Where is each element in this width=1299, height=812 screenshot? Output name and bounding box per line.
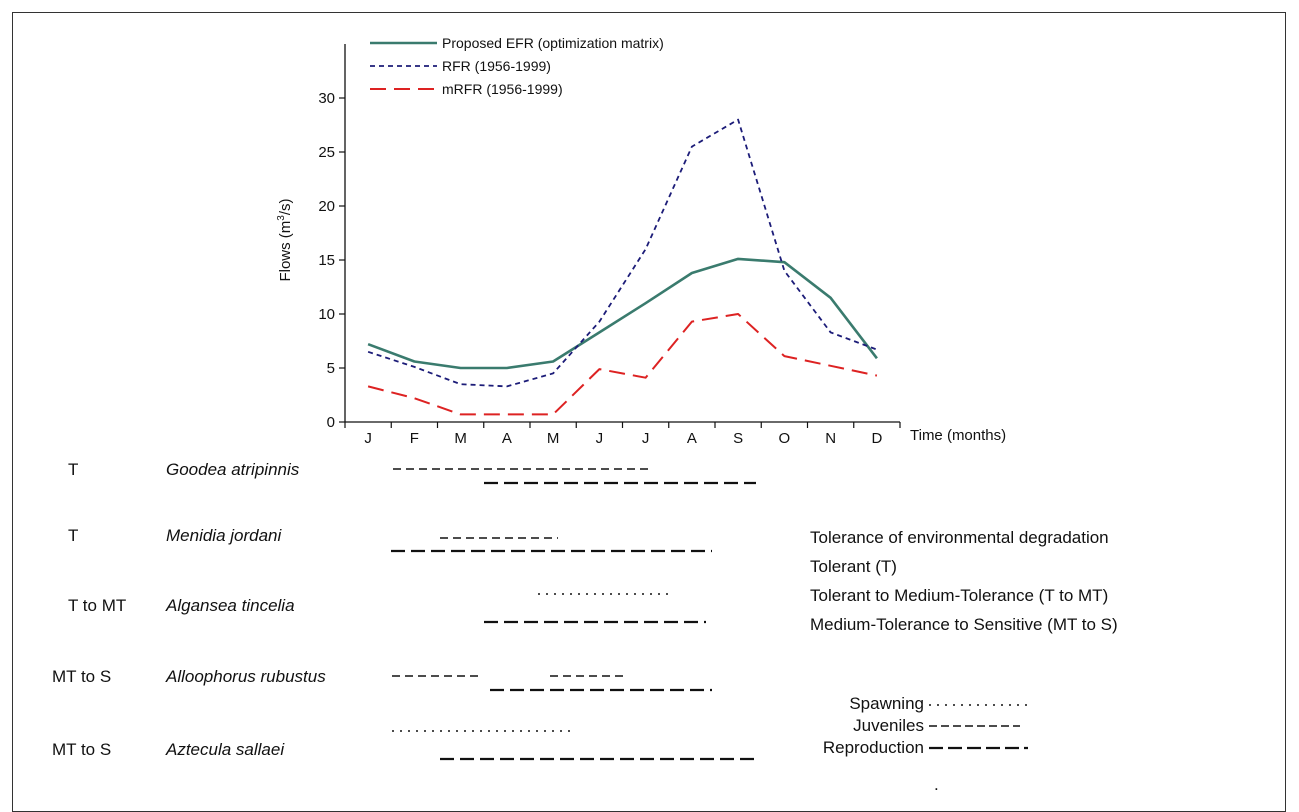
- tolerance-key: Tolerance of environmental degradation T…: [810, 528, 1118, 634]
- legend-label: RFR (1956-1999): [442, 58, 551, 74]
- series-line: [367, 257, 878, 370]
- x-tick-label: D: [871, 430, 882, 447]
- x-tick-label: J: [364, 430, 372, 447]
- y-axis-label: Flows (m3/s): [276, 198, 294, 281]
- tolerance-key-item: Tolerant to Medium-Tolerance (T to MT): [810, 586, 1108, 605]
- row-species: Algansea tincelia: [165, 596, 295, 615]
- row-tolerance: MT to S: [52, 740, 111, 759]
- row-species: Menidia jordani: [166, 526, 283, 545]
- stage-key-juveniles: Juveniles: [853, 716, 924, 735]
- x-tick-label: S: [733, 430, 743, 447]
- x-tick-label: F: [410, 430, 419, 447]
- x-axis-label: Time (months): [910, 427, 1006, 444]
- row-species: Goodea atripinnis: [166, 460, 300, 479]
- x-tick-label: N: [825, 430, 836, 447]
- series-line: [367, 118, 878, 388]
- stage-key-reproduction: Reproduction: [823, 738, 924, 757]
- x-tick-label: J: [596, 430, 604, 447]
- y-tick-label: 10: [318, 306, 335, 323]
- y-tick-label: 20: [318, 198, 335, 215]
- row-tolerance: MT to S: [52, 667, 111, 686]
- x-tick-label: O: [779, 430, 791, 447]
- row-tolerance: T: [68, 460, 78, 479]
- species-rows: T Goodea atripinnis T Menidia jordani T …: [52, 460, 326, 759]
- y-tick-label: 0: [327, 414, 335, 431]
- x-tick-label: M: [547, 430, 560, 447]
- row-tolerance: T: [68, 526, 78, 545]
- y-tick-label: 5: [327, 360, 335, 377]
- row-species: Aztecula sallaei: [165, 740, 285, 759]
- stage-key: Spawning Juveniles Reproduction .: [823, 694, 1028, 794]
- x-tick-label: J: [642, 430, 650, 447]
- y-ticks: 0 5 10 15 20 25 30: [318, 90, 345, 431]
- row-tolerance: T to MT: [68, 596, 126, 615]
- x-tick-label: A: [502, 430, 512, 447]
- stage-key-spawning: Spawning: [849, 694, 924, 713]
- life-stage-bars: [391, 468, 760, 761]
- x-tick-label: A: [687, 430, 697, 447]
- tolerance-key-item: Medium-Tolerance to Sensitive (MT to S): [810, 615, 1118, 634]
- series-line: [367, 313, 878, 416]
- tolerance-key-title: Tolerance of environmental degradation: [810, 528, 1109, 547]
- series-layer: [367, 118, 878, 416]
- legend-label: mRFR (1956-1999): [442, 81, 563, 97]
- row-species: Alloophorus rubustus: [165, 667, 326, 686]
- y-tick-label: 25: [318, 144, 335, 161]
- x-tick-label: M: [454, 430, 467, 447]
- legend: Proposed EFR (optimization matrix) RFR (1…: [370, 35, 664, 97]
- flow-chart: 0 5 10 15 20 25 30 J F M A M J J A S O N D Flows (m3/s) T…: [276, 35, 1006, 447]
- tolerance-key-item: Tolerant (T): [810, 557, 897, 576]
- y-tick-label: 30: [318, 90, 335, 107]
- legend-label: Proposed EFR (optimization matrix): [442, 35, 664, 51]
- footnote-mark: .: [934, 775, 939, 794]
- y-tick-label: 15: [318, 252, 335, 269]
